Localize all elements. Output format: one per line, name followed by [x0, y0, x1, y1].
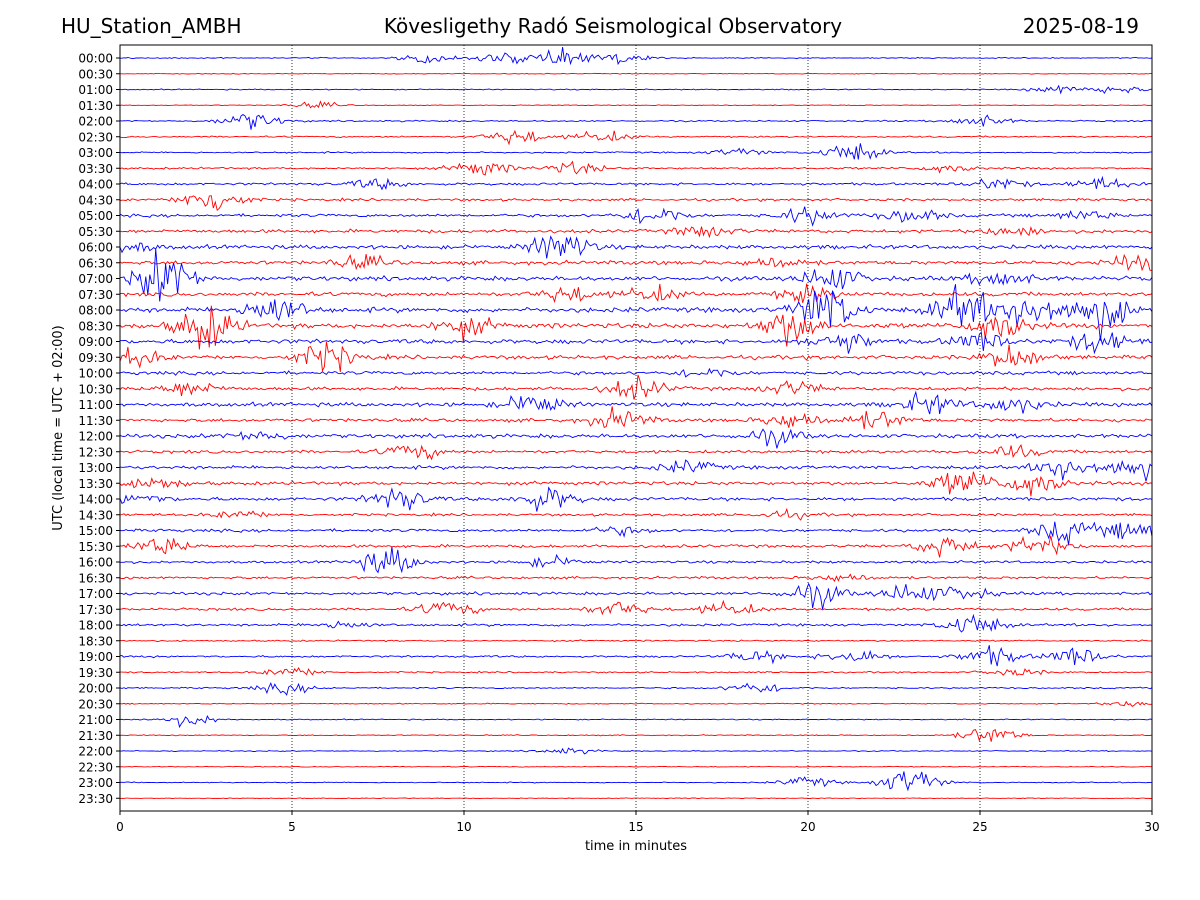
- y-tick-label: 21:00: [78, 713, 113, 727]
- y-tick-label: 19:30: [78, 666, 113, 680]
- x-tick-label: 0: [116, 820, 124, 834]
- trace-0000: [120, 47, 1153, 66]
- trace-1100: [119, 390, 1153, 415]
- y-tick-label: 06:00: [78, 241, 113, 255]
- y-tick-label: 07:30: [78, 288, 113, 302]
- y-tick-label: 15:30: [78, 540, 113, 554]
- trace-2230: [119, 765, 1153, 768]
- y-tick-label: 02:30: [78, 130, 113, 144]
- y-tick-label: 22:00: [78, 745, 113, 759]
- y-tick-label: 00:00: [78, 52, 113, 66]
- trace-2030: [119, 700, 1152, 707]
- y-tick-label: 10:30: [78, 382, 113, 396]
- trace-0230: [119, 129, 1153, 146]
- trace-1830: [119, 639, 1152, 643]
- trace-0530: [119, 225, 1153, 239]
- y-tick-label: 13:30: [78, 477, 113, 491]
- x-tick-label: 5: [288, 820, 296, 834]
- x-tick-label: 20: [800, 820, 815, 834]
- y-tick-label: 14:30: [78, 508, 113, 522]
- trace-0100: [119, 84, 1153, 95]
- y-tick-label: 11:30: [78, 414, 113, 428]
- trace-0300: [119, 143, 1153, 160]
- y-tick-label: 08:30: [78, 319, 113, 333]
- trace-1630: [119, 573, 1153, 583]
- y-tick-label: 17:00: [78, 587, 113, 601]
- y-tick-label: 16:30: [78, 571, 113, 585]
- y-tick-label: 23:00: [78, 776, 113, 790]
- trace-0030: [120, 72, 1153, 75]
- y-tick-label: 02:00: [78, 115, 113, 129]
- trace-1430: [119, 507, 1153, 521]
- y-tick-label: 08:00: [78, 304, 113, 318]
- trace-0200: [119, 113, 1153, 130]
- y-tick-label: 01:30: [78, 99, 113, 113]
- trace-2100: [119, 715, 1153, 729]
- trace-1930: [120, 666, 1153, 676]
- y-tick-label: 23:30: [78, 792, 113, 806]
- y-tick-label: 13:00: [78, 461, 113, 475]
- y-tick-label: 04:30: [78, 193, 113, 207]
- y-tick-label: 19:00: [78, 650, 113, 664]
- x-tick-label: 30: [1144, 820, 1159, 834]
- y-tick-label: 20:30: [78, 697, 113, 711]
- observatory-title: Kövesligethy Radó Seismological Observat…: [383, 14, 843, 38]
- y-tick-label: 09:00: [78, 335, 113, 349]
- y-tick-label: 18:30: [78, 634, 113, 648]
- trace-1600: [120, 546, 1153, 574]
- y-tick-label: 17:30: [78, 603, 113, 617]
- y-tick-label: 18:00: [78, 619, 113, 633]
- y-tick-label: 01:00: [78, 83, 113, 97]
- x-tick-label: 15: [628, 820, 643, 834]
- grid-lines: [291, 45, 981, 811]
- y-tick-label: 20:00: [78, 682, 113, 696]
- y-tick-label: 12:00: [78, 430, 113, 444]
- x-tick-label: 25: [972, 820, 987, 834]
- x-tick-label: 10: [456, 820, 471, 834]
- x-axis-label: time in minutes: [585, 839, 687, 854]
- trace-1200: [119, 428, 1153, 449]
- y-tick-label: 10:00: [78, 367, 113, 381]
- trace-0430: [119, 195, 1153, 212]
- y-tick-label: 03:00: [78, 146, 113, 160]
- trace-1030: [119, 374, 1153, 400]
- y-tick-label: 05:00: [78, 209, 113, 223]
- station-name: HU_Station_AMBH: [61, 14, 242, 38]
- y-tick-label: 12:30: [78, 445, 113, 459]
- y-tick-label: 04:00: [78, 178, 113, 192]
- trace-1800: [119, 613, 1153, 633]
- y-tick-label: 07:00: [78, 272, 113, 286]
- y-tick-label: 03:30: [78, 162, 113, 176]
- y-tick-label: 09:30: [78, 351, 113, 365]
- y-tick-label: 05:30: [78, 225, 113, 239]
- y-tick-label: 16:00: [78, 556, 113, 570]
- y-tick-label: 06:30: [78, 256, 113, 270]
- y-tick-label: 14:00: [78, 493, 113, 507]
- y-tick-label: 11:00: [78, 398, 113, 412]
- plot-date: 2025-08-19: [1022, 14, 1139, 38]
- trace-0500: [119, 206, 1153, 227]
- y-tick-label: 22:30: [78, 760, 113, 774]
- x-axis-ticks: 0 5 10 15 20 25 30: [116, 811, 1160, 834]
- y-tick-label: 00:30: [78, 67, 113, 81]
- y-tick-label: 15:00: [78, 524, 113, 538]
- trace-1330: [119, 471, 1153, 497]
- trace-1700: [119, 582, 1153, 610]
- trace-0930: [119, 341, 1153, 373]
- trace-2300: [119, 771, 1152, 792]
- y-axis-label: UTC (local time = UTC + 02:00): [51, 325, 66, 530]
- y-tick-label: 21:30: [78, 729, 113, 743]
- trace-1900: [119, 645, 1152, 667]
